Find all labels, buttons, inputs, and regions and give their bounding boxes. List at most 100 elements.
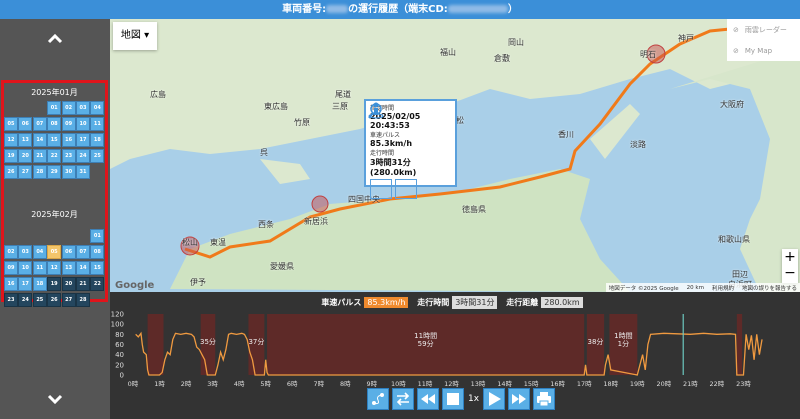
calendar-day[interactable]: 31: [76, 165, 90, 179]
calendar-day[interactable]: 16: [4, 277, 18, 291]
calendar-day[interactable]: 22: [47, 149, 62, 163]
x-tick-label: 9時: [367, 380, 378, 388]
calendar-day[interactable]: 01: [90, 229, 105, 243]
calendar-day[interactable]: 20: [61, 277, 76, 291]
calendar-day[interactable]: 28: [32, 165, 47, 179]
map-place-label: 神戸: [678, 34, 694, 43]
zoom-in-button[interactable]: +: [784, 249, 796, 265]
map-place-label: 四国中央: [348, 195, 380, 204]
stop-marker[interactable]: [180, 236, 200, 256]
timeline-panel: 車速パルス 85.3km/h 走行時間 3時間31分 走行距離 280.0km 35分…: [110, 292, 800, 419]
calendar-day[interactable]: 08: [90, 245, 105, 259]
speed-chart[interactable]: 35分 37分 11時間 59分 38分 1時間 1分 0 20 40 60 80 100 120 0時 1時…: [110, 310, 800, 388]
calendar-day[interactable]: 21: [32, 149, 47, 163]
report-error-link[interactable]: 地図の誤りを報告する: [741, 285, 797, 292]
x-tick-label: 16時: [550, 380, 565, 388]
calendar-day[interactable]: 27: [61, 293, 76, 307]
calendar-day[interactable]: 14: [76, 261, 90, 275]
scroll-up-button[interactable]: [0, 21, 110, 57]
calendar-day[interactable]: 26: [4, 165, 18, 179]
calendar-day[interactable]: 02: [4, 245, 18, 259]
playback-speed[interactable]: 1x: [468, 394, 480, 404]
calendar-day[interactable]: 12: [4, 133, 18, 147]
calendar-day[interactable]: 19: [4, 149, 18, 163]
speed-value: 85.3km/h: [364, 297, 409, 308]
my-map-toggle[interactable]: ⊘ My Map: [733, 46, 773, 55]
google-logo: Google: [115, 280, 155, 291]
calendar-day[interactable]: 25: [32, 293, 47, 307]
calendar-day[interactable]: 10: [76, 117, 90, 131]
calendar-day[interactable]: 24: [18, 293, 33, 307]
map-place-label: 呉: [260, 148, 268, 157]
calendar-day[interactable]: 05: [4, 117, 18, 131]
street-view-button[interactable]: [368, 102, 417, 199]
calendar-day[interactable]: 09: [4, 261, 18, 275]
month-label: 2025年02月: [31, 210, 78, 219]
rewind-button[interactable]: [417, 388, 439, 410]
x-tick-label: 10時: [391, 380, 406, 388]
calendar-day[interactable]: 06: [61, 245, 76, 259]
calendar-day[interactable]: 05: [47, 245, 62, 259]
calendar-day[interactable]: 10: [18, 261, 33, 275]
zoom-out-button[interactable]: −: [784, 265, 796, 281]
x-tick-label: 23時: [736, 380, 751, 388]
route-button[interactable]: [367, 388, 389, 410]
calendar-day[interactable]: 11: [90, 117, 105, 131]
play-button[interactable]: [483, 388, 506, 410]
calendar-day[interactable]: 22: [90, 277, 105, 291]
calendar-day[interactable]: 30: [61, 165, 76, 179]
calendar-day[interactable]: 24: [76, 149, 90, 163]
y-tick-label: 80: [115, 331, 124, 339]
calendar-day[interactable]: 25: [90, 149, 105, 163]
calendar-day[interactable]: 14: [32, 133, 47, 147]
map[interactable]: 広島福山岡山倉敷尾道三原竹原東広島呉松山西条新居浜四国中央高松徳島県香川明石神戸…: [110, 19, 800, 292]
calendar-day[interactable]: 09: [61, 117, 76, 131]
stop-marker[interactable]: [646, 44, 666, 64]
stop-button[interactable]: [442, 388, 464, 410]
calendar-day[interactable]: 02: [61, 101, 76, 115]
calendar-day[interactable]: 07: [32, 117, 47, 131]
calendar-day[interactable]: 19: [47, 277, 62, 291]
calendar-day[interactable]: 12: [47, 261, 62, 275]
y-tick-label: 40: [115, 351, 124, 359]
calendar-day[interactable]: 18: [90, 133, 105, 147]
rain-radar-toggle[interactable]: ⊘ 雨雲レーダー: [733, 25, 787, 34]
calendar-day[interactable]: 15: [90, 261, 105, 275]
speed-line: [135, 331, 763, 376]
zoom-to-point-button[interactable]: [368, 103, 392, 199]
calendar-day[interactable]: 15: [47, 133, 62, 147]
calendar-day[interactable]: 08: [47, 117, 62, 131]
calendar-day[interactable]: 28: [76, 293, 90, 307]
swap-button[interactable]: [392, 388, 414, 410]
stop-marker[interactable]: [311, 195, 329, 213]
scroll-down-button[interactable]: [0, 381, 110, 417]
calendar-day[interactable]: 21: [76, 277, 90, 291]
calendar-day[interactable]: 03: [76, 101, 90, 115]
x-tick-label: 14時: [497, 380, 512, 388]
calendar-day[interactable]: 07: [76, 245, 90, 259]
fast-forward-button[interactable]: [508, 388, 531, 410]
calendar-day[interactable]: 16: [61, 133, 76, 147]
calendar-day[interactable]: 01: [47, 101, 62, 115]
calendar-day[interactable]: 17: [76, 133, 90, 147]
calendar-day[interactable]: 23: [61, 149, 76, 163]
calendar-day[interactable]: 11: [32, 261, 47, 275]
calendar-day[interactable]: 26: [47, 293, 62, 307]
calendar-day[interactable]: 29: [47, 165, 62, 179]
calendar-day[interactable]: 20: [18, 149, 33, 163]
x-tick-label: 6時: [287, 380, 298, 388]
calendar-day[interactable]: 23: [4, 293, 18, 307]
calendar-day[interactable]: 13: [61, 261, 76, 275]
calendar-day[interactable]: 18: [32, 277, 47, 291]
map-place-label: 松山: [182, 238, 198, 247]
print-button[interactable]: [533, 388, 556, 410]
calendar-day[interactable]: 13: [18, 133, 33, 147]
calendar-day[interactable]: 04: [32, 245, 47, 259]
calendar-day[interactable]: 17: [18, 277, 33, 291]
map-type-dropdown[interactable]: 地図 ▾: [113, 22, 157, 50]
calendar-day[interactable]: 04: [90, 101, 105, 115]
calendar-day[interactable]: 27: [18, 165, 33, 179]
calendar-day[interactable]: 06: [18, 117, 33, 131]
terms-link[interactable]: 利用規約: [711, 285, 734, 292]
calendar-day[interactable]: 03: [18, 245, 33, 259]
